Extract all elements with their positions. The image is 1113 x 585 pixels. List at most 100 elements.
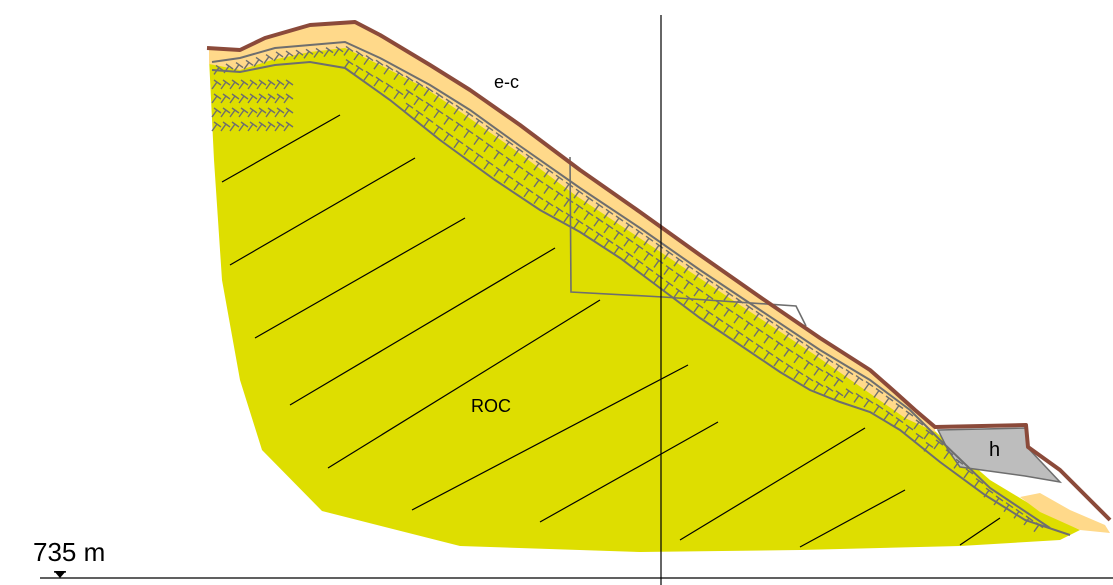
fracture-tick [493, 151, 500, 160]
fracture-tick [483, 144, 490, 153]
fracture-tick [211, 109, 218, 118]
fracture-tick [1003, 504, 1010, 513]
fracture-tick [783, 349, 790, 357]
fracture-tick [503, 158, 510, 167]
fracture-tick [663, 267, 670, 276]
fracture-tick [343, 48, 350, 56]
bedding-line [411, 364, 689, 511]
fracture-tick [220, 109, 227, 118]
fill-label: h [989, 439, 1000, 461]
fracture-tick [763, 335, 770, 344]
fracture-tick [573, 220, 580, 229]
bedding-line [289, 247, 556, 406]
fracture-tick [265, 109, 272, 118]
fracture-tick [353, 67, 360, 75]
fracture-tick [643, 267, 650, 276]
fracture-tick [373, 78, 380, 87]
fracture-tick [553, 176, 560, 185]
fracture-tick [383, 66, 390, 75]
fracture-tick [343, 61, 350, 69]
fracture-tick [463, 130, 470, 139]
fracture-tick [453, 123, 460, 132]
fracture-tick [211, 123, 218, 132]
fracture-tick [793, 355, 800, 364]
fracture-tick [593, 233, 600, 242]
fracture-tick [683, 265, 690, 274]
fracture-tick [274, 109, 281, 118]
fracture-tick [853, 377, 860, 386]
fracture-tick [653, 260, 660, 268]
fracture-tick [423, 103, 430, 112]
fracture-tick [393, 72, 400, 81]
fracture-tick [653, 275, 660, 284]
fracture-tick [443, 100, 450, 109]
fracture-tick [663, 251, 670, 260]
fracture-tick [373, 61, 380, 70]
fracture-tick [573, 190, 580, 199]
fracture-tick [613, 217, 620, 226]
fracture-tick [763, 351, 770, 360]
fracture-tick [393, 91, 400, 100]
fracture-tick [833, 392, 840, 401]
fracture-tick [243, 61, 250, 70]
fracture-tick [773, 358, 780, 367]
fracture-tick [303, 50, 310, 59]
fracture-tick [693, 288, 700, 297]
fracture-tick [473, 154, 480, 163]
fracture-tick [553, 192, 560, 201]
fracture-tick [220, 95, 227, 104]
fracture-tick [703, 279, 710, 288]
fracture-tick [763, 319, 770, 328]
fracture-tick [593, 204, 600, 213]
fracture-tick [453, 106, 460, 115]
fracture-tick [713, 318, 720, 327]
fracture-tick [283, 95, 290, 104]
fracture-tick [513, 182, 520, 191]
fracture-tick [823, 387, 830, 396]
cover-label: e-c [494, 72, 519, 92]
fracture-tick [543, 202, 550, 211]
fracture-tick [733, 299, 740, 308]
fracture-tick [283, 52, 290, 61]
fracture-tick [613, 232, 620, 240]
fracture-tick [773, 326, 780, 335]
fracture-tick [913, 434, 920, 443]
fracture-tick [973, 480, 980, 488]
fracture-tick [283, 123, 290, 132]
fracture-tick [283, 109, 290, 118]
fracture-tick [893, 419, 900, 427]
fracture-tick [633, 245, 640, 254]
fracture-tick [583, 197, 590, 206]
fracture-tick [953, 460, 960, 469]
fracture-tick [533, 196, 540, 205]
fracture-tick [883, 397, 890, 406]
fracture-tick [583, 212, 590, 221]
fracture-tick [643, 252, 650, 261]
fracture-tick [353, 52, 360, 61]
fracture-tick [563, 214, 570, 223]
fracture-tick [513, 165, 520, 174]
fracture-tick [211, 95, 218, 104]
fracture-tick [223, 65, 230, 74]
fracture-tick [713, 286, 720, 295]
fracture-tick [753, 312, 760, 321]
fracture-tick [413, 97, 420, 106]
fracture-zone [211, 40, 1071, 536]
bedding-line [221, 114, 341, 183]
fracture-tick [265, 81, 272, 90]
fracture-tick [229, 95, 236, 104]
fracture-tick [673, 289, 680, 298]
fracture-tick [247, 109, 254, 118]
fracture-tick [743, 338, 750, 347]
fracture-tick [683, 281, 690, 290]
fracture-tick [453, 140, 460, 149]
fracture-tick [843, 371, 850, 380]
fracture-tick [253, 59, 260, 67]
fracture-tick [883, 412, 890, 421]
fracture-tick [873, 405, 880, 414]
fracture-tick [247, 123, 254, 132]
fracture-tick [663, 282, 670, 291]
fracture-tick [923, 431, 930, 440]
fracture-tick [483, 127, 490, 135]
